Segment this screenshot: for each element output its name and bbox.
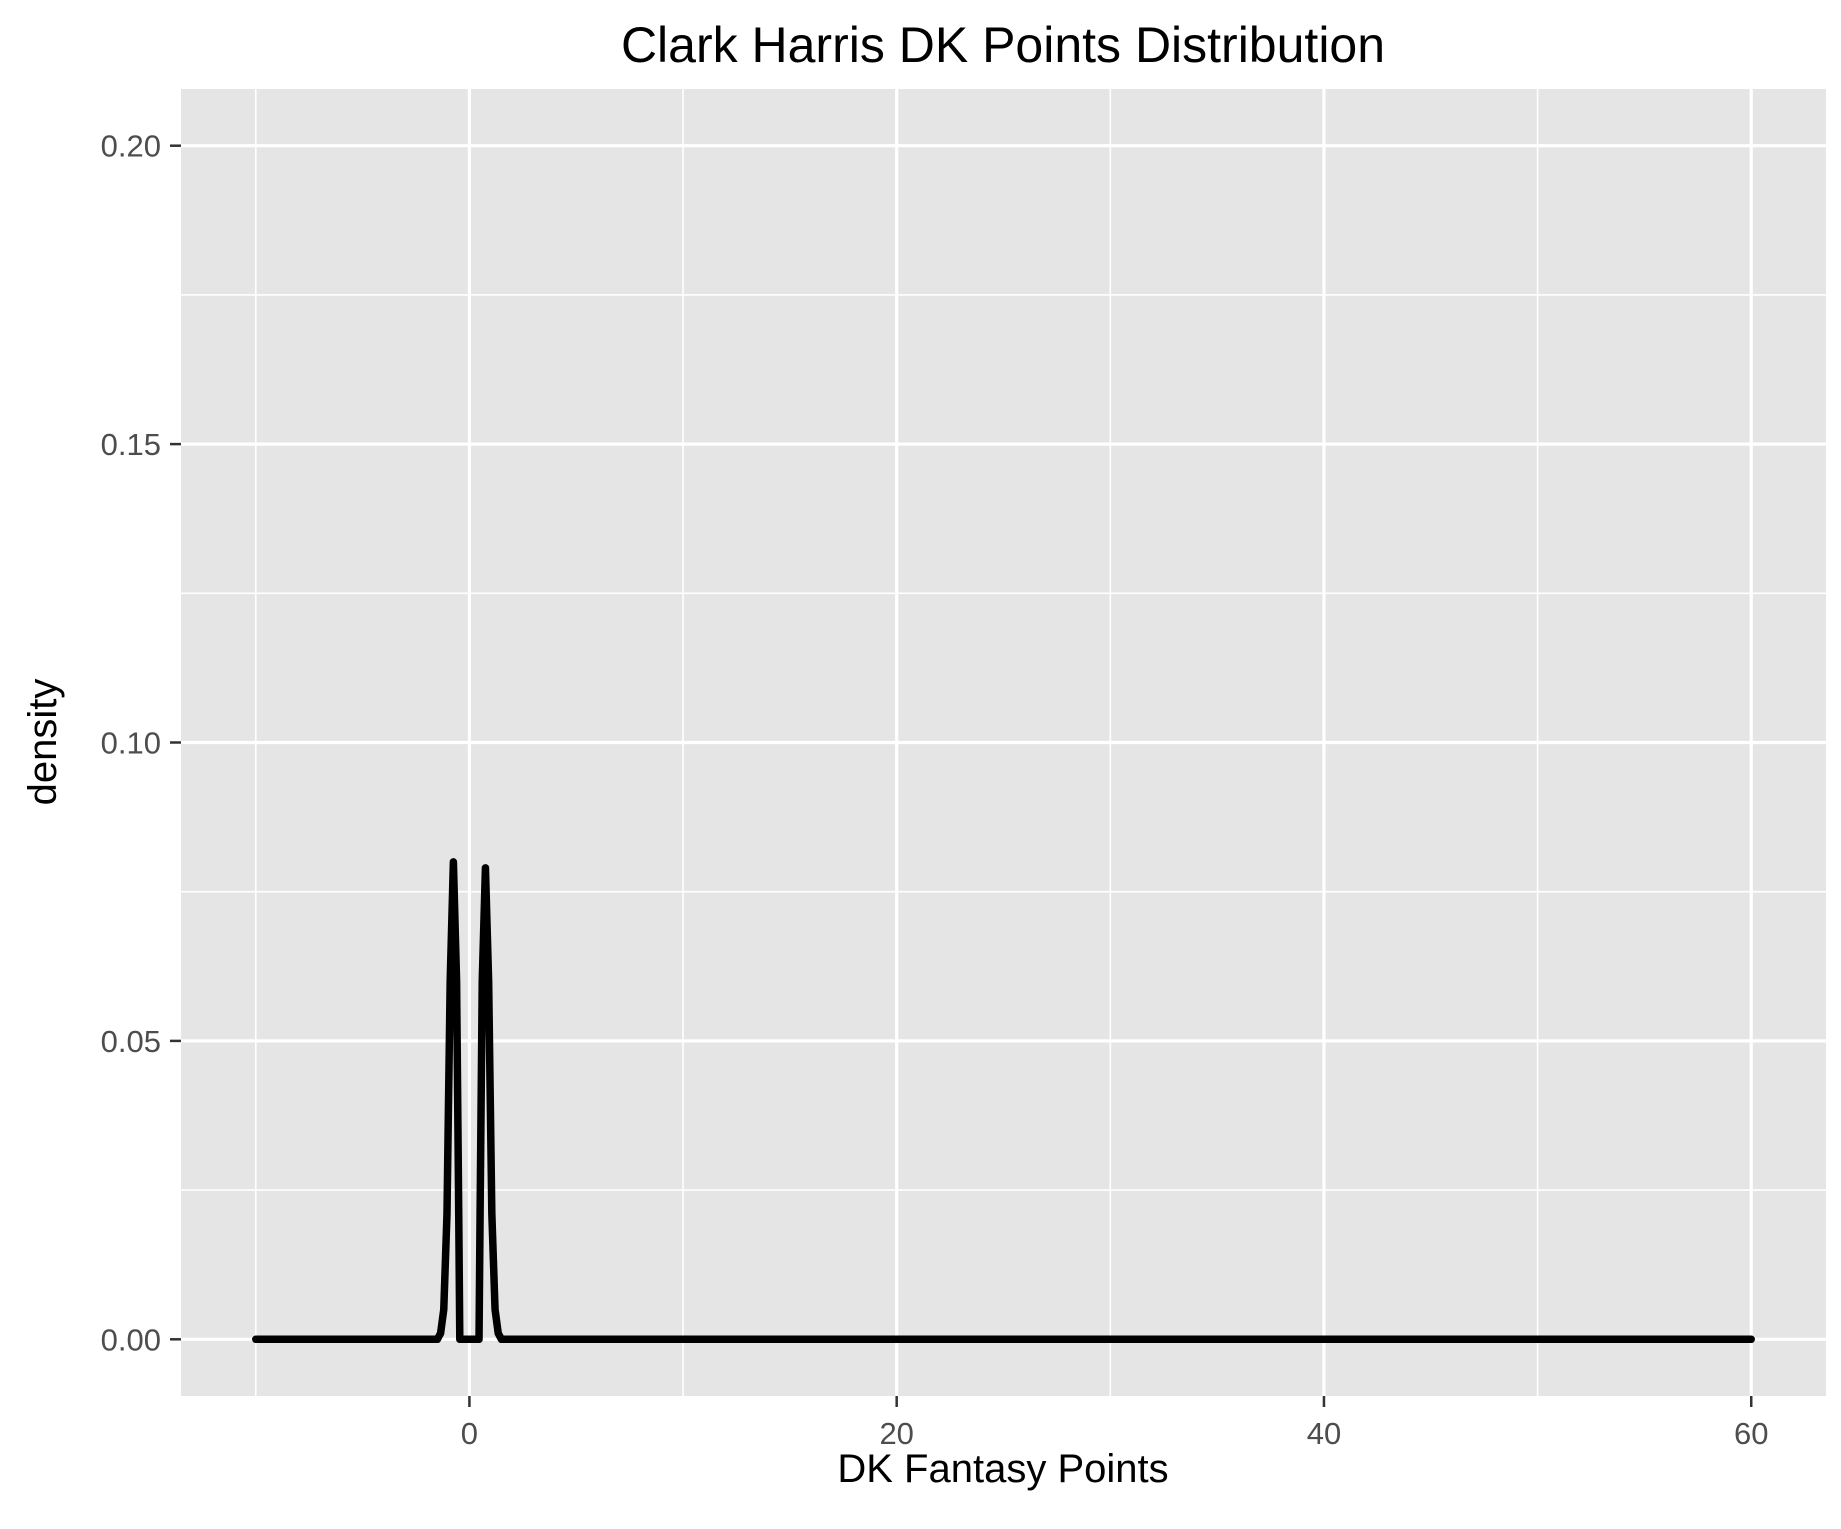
- series-layer: [252, 858, 1755, 1344]
- x-tick-label: 60: [1734, 1416, 1768, 1451]
- x-tick-label: 40: [1307, 1416, 1341, 1451]
- chart-title: Clark Harris DK Points Distribution: [621, 17, 1385, 73]
- y-axis-title: density: [21, 679, 65, 806]
- y-tick-label: 0.00: [101, 1322, 161, 1357]
- tick-labels: 0.00 0.05 0.10 0.15 0.20 0 20 40 60: [101, 129, 1769, 1451]
- major-grid: [181, 89, 1826, 1396]
- y-tick-label: 0.15: [101, 427, 161, 462]
- x-tick-label: 20: [879, 1416, 913, 1451]
- y-tick-label: 0.10: [101, 726, 161, 761]
- y-tick-label: 0.05: [101, 1024, 161, 1059]
- y-tick-label: 0.20: [101, 129, 161, 164]
- density-line: [252, 858, 1755, 1344]
- x-tick-label: 0: [461, 1416, 478, 1451]
- axis-ticks: [170, 144, 1753, 1407]
- x-axis-title: DK Fantasy Points: [837, 1447, 1168, 1491]
